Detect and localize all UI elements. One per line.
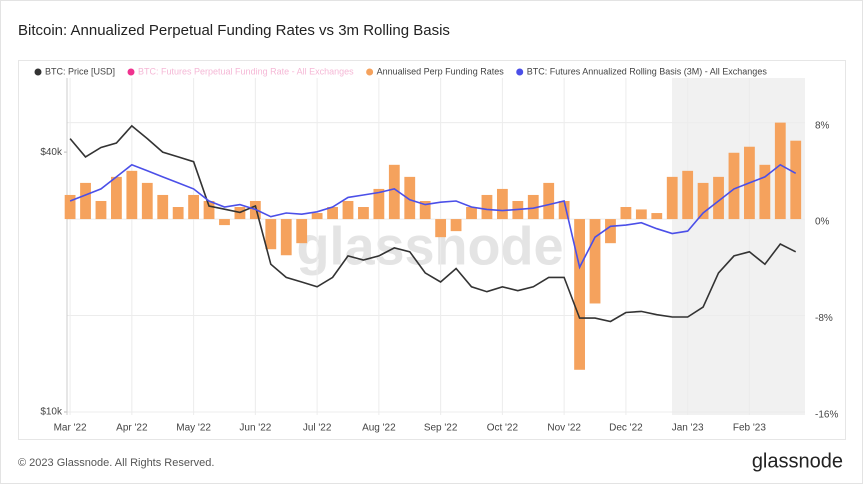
bar [574, 219, 585, 370]
bar [682, 170, 694, 220]
bar [759, 164, 771, 220]
legend-label: BTC: Futures Perpetual Funding Rate - Al… [138, 66, 354, 76]
bar [728, 152, 740, 220]
x-tick-label: Jun '22 [239, 423, 271, 434]
x-tick-label: Sep '22 [424, 423, 458, 434]
bar [496, 188, 508, 220]
legend: BTC: Price [USD] BTC: Futures Perpetual F… [34, 66, 768, 76]
bar [466, 207, 477, 220]
bar [450, 219, 462, 232]
bar [666, 176, 678, 220]
bar [203, 200, 215, 220]
bar [327, 207, 338, 220]
legend-label: Annualised Perp Funding Rates [377, 66, 505, 76]
bar [620, 207, 632, 220]
bar [435, 219, 447, 238]
x-tick-label: Jan '23 [672, 423, 704, 434]
bar [713, 176, 724, 220]
bar [419, 200, 431, 220]
x-tick-label: Dec '22 [609, 423, 643, 434]
bar [172, 207, 184, 220]
legend-marker [34, 68, 42, 76]
bar [265, 219, 277, 250]
plot-frame [18, 60, 846, 440]
bar [188, 194, 200, 220]
bar [111, 176, 122, 220]
legend-marker [516, 68, 524, 76]
x-tick-label: Mar '22 [54, 423, 87, 434]
y2-tick-label: -8% [815, 313, 833, 324]
bar [543, 182, 555, 220]
bar [635, 209, 647, 220]
y2-tick-label: -16% [815, 410, 838, 421]
bar [64, 194, 76, 220]
x-tick-label: Feb '23 [733, 423, 766, 434]
bar [697, 182, 709, 220]
x-tick-label: Oct '22 [487, 423, 519, 434]
bar [296, 219, 308, 244]
bar [774, 122, 786, 220]
bar [219, 219, 230, 226]
bar [651, 213, 663, 220]
bar [589, 219, 601, 304]
bar [141, 182, 153, 220]
bar [527, 194, 539, 220]
y-tick-label: $10k [40, 407, 63, 418]
watermark: glassnode [296, 216, 563, 276]
brand: glassnode [752, 450, 843, 472]
x-tick-label: Jul '22 [303, 423, 332, 434]
bar [481, 194, 493, 220]
footer: © 2023 Glassnode. All Rights Reserved. [18, 457, 214, 469]
bar [80, 182, 91, 220]
y2-tick-label: 0% [815, 217, 830, 228]
legend-marker [127, 68, 135, 76]
x-tick-label: Aug '22 [362, 423, 396, 434]
line [69, 124, 797, 323]
legend-label: BTC: Price [USD] [45, 66, 115, 76]
bar [342, 200, 354, 220]
bar [388, 164, 400, 220]
bar [558, 200, 570, 220]
bar [358, 207, 369, 220]
bar [126, 170, 138, 220]
chart-title: Bitcoin: Annualized Perpetual Funding Ra… [18, 22, 450, 39]
bar [373, 188, 385, 220]
y-tick-label: $40k [40, 147, 63, 158]
bar [605, 219, 616, 244]
line [69, 163, 797, 270]
bar [280, 219, 292, 256]
x-tick-label: Nov '22 [547, 423, 581, 434]
bar [311, 213, 323, 220]
bar [157, 194, 169, 220]
bar [95, 200, 107, 220]
y2-tick-label: 8% [815, 120, 830, 131]
legend-marker [366, 68, 374, 76]
bar [404, 176, 416, 220]
x-tick-label: May '22 [176, 423, 211, 434]
x-tick-label: Apr '22 [116, 423, 148, 434]
bar [790, 140, 802, 220]
legend-label: BTC: Futures Annualized Rolling Basis (3… [527, 66, 768, 76]
